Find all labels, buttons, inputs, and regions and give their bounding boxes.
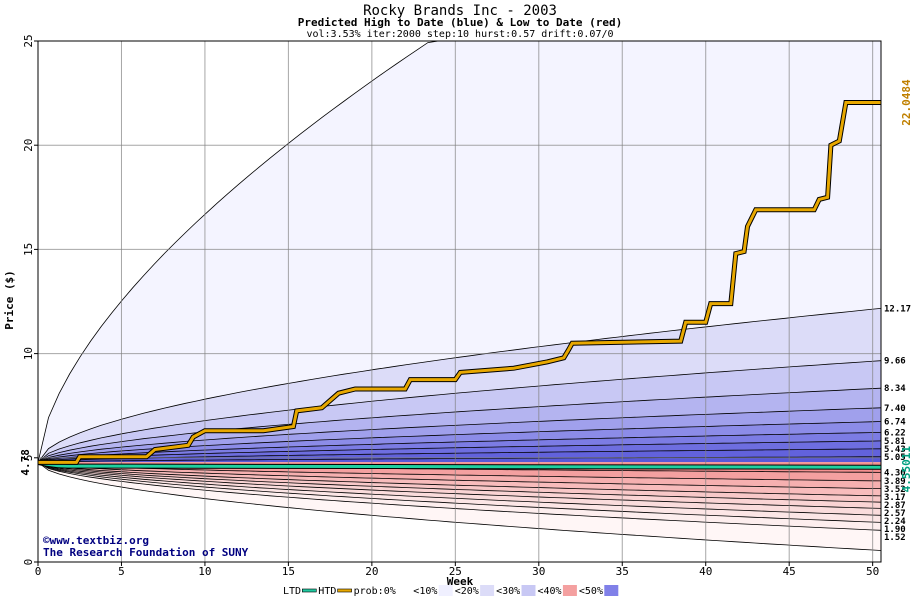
quantile-value-label: 3.89 [884, 477, 906, 487]
legend-label: <30% [496, 586, 520, 597]
chart-title: Rocky Brands Inc - 2003 [363, 3, 557, 19]
ltd-quantile-line-5 [37, 462, 882, 509]
htd-series-line [38, 101, 881, 464]
ltd-quantile-line-2 [37, 462, 882, 489]
legend-swatch [438, 585, 453, 596]
x-tick-label: 5 [118, 565, 125, 578]
watermark-site: ©www.textbiz.org [43, 534, 149, 547]
x-tick-label: 0 [35, 565, 42, 578]
legend-swatch [480, 585, 495, 596]
start-price-label: 4.78 [19, 449, 32, 476]
htd-quantile-line-2 [37, 360, 882, 463]
legend-swatch [301, 588, 317, 593]
quantile-value-label: 6.74 [884, 418, 906, 428]
htd-quantile-line-3 [37, 387, 882, 463]
x-tick-label: 40 [699, 565, 712, 578]
x-tick-label: 45 [783, 565, 796, 578]
quantile-value-label: 2.57 [884, 509, 906, 519]
legend-label: LTD [283, 586, 301, 597]
legend-label: <10% [413, 586, 437, 597]
legend-swatch [604, 585, 619, 596]
quantile-value-label: 3.52 [884, 485, 906, 495]
quantile-value-label: 6.22 [884, 428, 906, 438]
ltd-quantile-line-1 [37, 462, 882, 482]
y-tick-label: 25 [22, 34, 35, 47]
ltd-quantile-line-3 [37, 462, 882, 497]
legend-label: <40% [538, 586, 562, 597]
htd-quantile-line-6 [37, 432, 882, 463]
quantile-value-label: 9.66 [884, 357, 906, 367]
quantile-value-label: 7.40 [884, 404, 906, 414]
y-tick-label: 5 [22, 454, 35, 461]
htd-quantile-line-7 [37, 440, 882, 463]
x-tick-label: 10 [198, 565, 211, 578]
legend-swatch [562, 585, 577, 596]
quantile-value-label: 2.87 [884, 501, 906, 511]
x-axis-label: Week [447, 575, 474, 588]
final-low-label: 4.55011 [900, 446, 913, 493]
legend-swatch [337, 588, 352, 593]
chart-subtitle: Predicted High to Date (blue) & Low to D… [298, 16, 623, 29]
x-tick-label: 15 [282, 565, 295, 578]
quantile-value-label: 2.24 [884, 517, 906, 527]
quantile-value-label: 12.17 [884, 304, 911, 314]
quantile-value-label: 5.43 [884, 445, 906, 455]
htd-quantile-line-4 [37, 407, 882, 463]
legend-swatch [397, 585, 412, 596]
ltd-quantile-line-4 [37, 462, 882, 503]
legend-swatch [521, 585, 536, 596]
y-tick-label: 15 [22, 243, 35, 256]
y-axis-label: Price ($) [3, 270, 16, 330]
x-tick-label: 50 [866, 565, 879, 578]
x-tick-label: 35 [616, 565, 629, 578]
ltd-quantile-line-8 [37, 462, 882, 531]
x-tick-label: 25 [449, 565, 462, 578]
x-tick-label: 20 [365, 565, 378, 578]
final-high-label: 22.0484 [900, 79, 913, 126]
chart-params: vol:3.53% iter:2000 step:10 hurst:0.57 d… [306, 29, 613, 40]
x-tick-label: 30 [532, 565, 545, 578]
ltd-quantile-line-9 [37, 462, 882, 551]
quantile-value-label: 5.81 [884, 437, 906, 447]
legend-label: <20% [455, 586, 479, 597]
legend-label: prob:0% [354, 586, 396, 597]
quantile-value-label: 3.17 [884, 493, 906, 503]
quantile-value-label: 8.34 [884, 384, 906, 394]
plot-frame [37, 40, 882, 563]
quantile-value-label: 4.30 [884, 468, 906, 478]
y-tick-label: 10 [22, 347, 35, 360]
legend-label: <50% [579, 586, 603, 597]
quantile-value-label: 5.05 [884, 453, 906, 463]
ltd-quantile-line-7 [37, 462, 882, 523]
y-tick-label: 0 [22, 559, 35, 566]
htd-quantile-line-1 [37, 308, 882, 463]
watermark-org: The Research Foundation of SUNY [43, 546, 249, 559]
y-tick-label: 20 [22, 139, 35, 152]
quantile-value-label: 1.52 [884, 533, 906, 543]
quantile-value-label: 1.90 [884, 525, 906, 535]
ltd-quantile-line-6 [37, 462, 882, 516]
legend-label: HTD [318, 586, 336, 597]
